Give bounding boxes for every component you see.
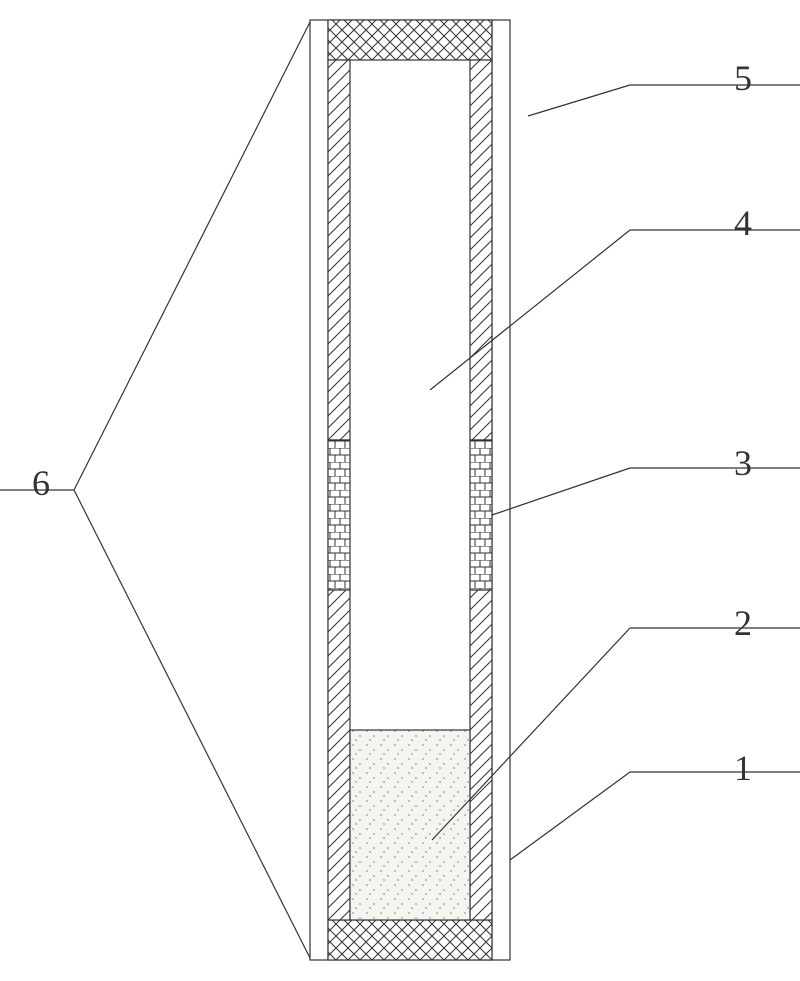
label-3-text: 3 <box>734 443 752 483</box>
label-2-text: 2 <box>734 603 752 643</box>
label-1: 1 <box>510 748 800 860</box>
top-plug <box>328 20 492 60</box>
label-5-text: 5 <box>734 58 752 98</box>
column-assembly <box>310 20 510 960</box>
label-6: 6 <box>0 22 310 958</box>
label-6-text: 6 <box>32 463 50 503</box>
technical-diagram: 5 4 3 2 1 6 <box>0 0 800 981</box>
label-3: 3 <box>492 443 800 515</box>
bottom-plug <box>328 920 492 960</box>
label-4-text: 4 <box>734 203 752 243</box>
fill-material <box>350 730 470 920</box>
label-5: 5 <box>528 58 800 116</box>
label-1-text: 1 <box>734 748 752 788</box>
